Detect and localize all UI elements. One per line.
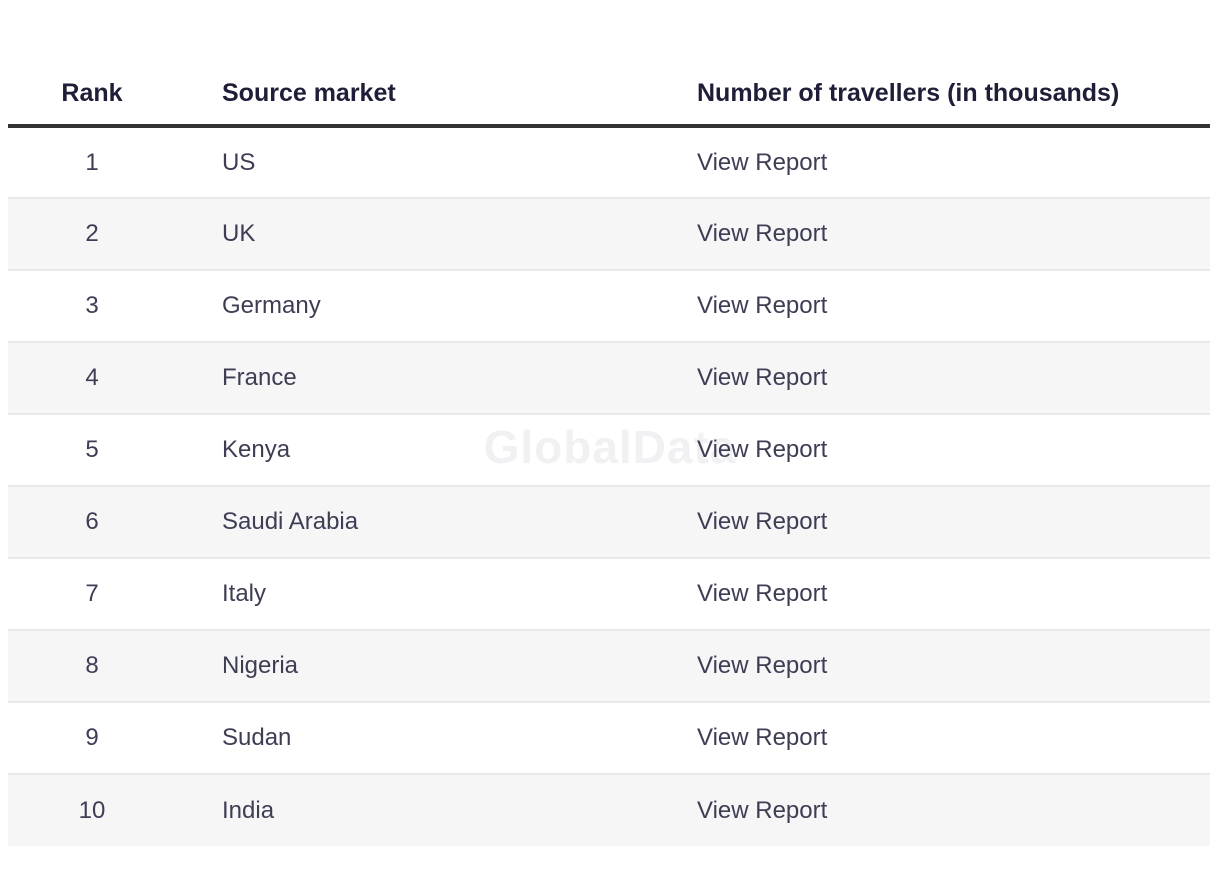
travellers-column-header: Number of travellers (in thousands): [697, 62, 1210, 126]
view-report-link[interactable]: View Report: [697, 148, 828, 176]
market-cell: US: [222, 148, 256, 176]
market-cell: India: [222, 796, 275, 824]
market-cell: Sudan: [222, 724, 292, 751]
rank-cell: 8: [85, 652, 99, 679]
market-cell: Saudi Arabia: [222, 508, 359, 535]
table-row: 9 Sudan View Report: [8, 702, 1210, 774]
rank-cell: 4: [85, 364, 99, 391]
view-report-link[interactable]: View Report: [697, 724, 828, 751]
rank-column-header: Rank: [8, 62, 176, 126]
table-row: 3 Germany View Report: [8, 270, 1210, 342]
travellers-cell: View Report: [697, 198, 1210, 270]
rank-cell: 5: [85, 436, 99, 463]
view-report-link[interactable]: View Report: [697, 580, 828, 607]
market-cell: Kenya: [222, 436, 291, 463]
table-row: 5 Kenya View Report: [8, 414, 1210, 486]
table-row: 1 US View Report: [8, 126, 1210, 198]
rank-cell: 3: [85, 292, 99, 319]
view-report-link[interactable]: View Report: [697, 292, 828, 319]
travellers-cell: View Report: [697, 126, 1210, 198]
travellers-cell: View Report: [697, 630, 1210, 702]
rank-cell: 10: [78, 796, 106, 824]
view-report-link[interactable]: View Report: [697, 796, 828, 824]
view-report-link[interactable]: View Report: [697, 220, 828, 247]
travellers-cell: View Report: [697, 702, 1210, 774]
rank-cell: 2: [85, 220, 99, 247]
travellers-cell: View Report: [697, 342, 1210, 414]
table-row: 7 Italy View Report: [8, 558, 1210, 630]
travellers-cell: View Report: [697, 414, 1210, 486]
market-cell: France: [222, 364, 297, 391]
travellers-cell: View Report: [697, 486, 1210, 558]
source-market-column-header: Source market: [176, 62, 697, 126]
market-cell: UK: [222, 220, 256, 247]
market-cell: Germany: [222, 292, 321, 319]
rank-cell: 1: [85, 148, 99, 176]
rank-cell: 7: [85, 580, 99, 607]
rank-cell: 9: [85, 724, 99, 751]
view-report-link[interactable]: View Report: [697, 652, 828, 679]
view-report-link[interactable]: View Report: [697, 364, 828, 391]
header-row: Rank Source market Number of travellers …: [8, 62, 1210, 126]
travellers-cell: View Report: [697, 774, 1210, 846]
table-row: 4 France View Report: [8, 342, 1210, 414]
market-cell: Italy: [222, 580, 267, 607]
table-row: 8 Nigeria View Report: [8, 630, 1210, 702]
travellers-cell: View Report: [697, 270, 1210, 342]
globaldata-watermark: GlobalData: [483, 421, 737, 473]
table-row: 10 India View Report: [8, 774, 1210, 846]
rank-cell: 6: [85, 508, 99, 535]
table-row: 2 UK View Report: [8, 198, 1210, 270]
market-cell: Nigeria: [222, 652, 299, 679]
travellers-cell: View Report: [697, 558, 1210, 630]
source-market-table: Rank Source market Number of travellers …: [8, 62, 1210, 846]
view-report-link[interactable]: View Report: [697, 436, 828, 463]
table-row: 6 Saudi Arabia View Report: [8, 486, 1210, 558]
view-report-link[interactable]: View Report: [697, 508, 828, 535]
